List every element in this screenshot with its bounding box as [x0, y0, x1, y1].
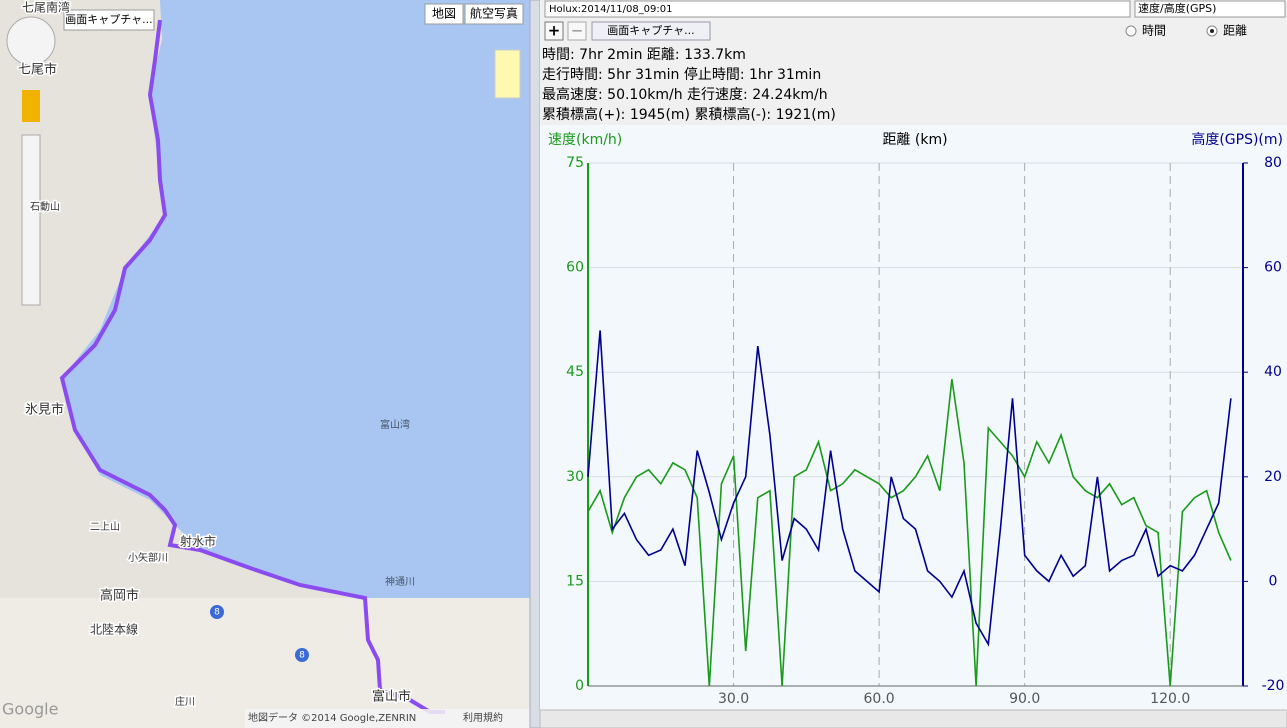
- y2-tick-label: 60: [1264, 260, 1282, 276]
- stat-line: 走行時間: 5hr 31min 停止時間: 1hr 31min: [542, 66, 821, 83]
- y-tick-label: 45: [566, 364, 584, 380]
- map-label: 石動山: [30, 200, 60, 213]
- y-tick-label: 30: [566, 469, 584, 485]
- pan-control[interactable]: [7, 17, 55, 65]
- map-label: 北陸本線: [90, 622, 138, 637]
- scrollbar[interactable]: [540, 710, 1287, 728]
- select-label: 速度/高度(GPS): [1138, 1, 1216, 15]
- stat-line: 最高速度: 50.10km/h 走行速度: 24.24km/h: [542, 86, 828, 103]
- y-tick-label: 75: [566, 155, 584, 171]
- radio-dot: [1210, 29, 1214, 33]
- map-label: 庄川: [175, 695, 195, 708]
- stat-line: 時間: 7hr 2min 距離: 133.7km: [542, 46, 746, 63]
- button-label: −: [571, 22, 584, 40]
- street-icons[interactable]: [495, 50, 520, 98]
- map-label: 富山湾: [380, 418, 410, 431]
- y2-axis-title: 高度(GPS)(m): [1191, 131, 1283, 148]
- x-axis-title: 距離 (km): [882, 131, 947, 148]
- map-label: 神通川: [385, 575, 415, 588]
- map-label: 二上山: [90, 521, 120, 533]
- radio-label: 時間: [1142, 24, 1166, 38]
- radio-time[interactable]: [1126, 26, 1136, 36]
- button-label: +: [548, 22, 561, 40]
- button-label: 航空写真: [470, 6, 518, 21]
- button-label: 地図: [432, 7, 456, 21]
- map-label: 富山市: [372, 689, 411, 705]
- map-label: 七尾市: [18, 62, 57, 78]
- y2-tick-label: 40: [1264, 364, 1282, 380]
- map-plain: [0, 598, 530, 728]
- button-label: 画面キャプチャ...: [65, 13, 152, 26]
- pegman[interactable]: [22, 90, 40, 122]
- radio-label: 距離: [1223, 24, 1247, 38]
- x-tick-label: 120.0: [1150, 691, 1190, 707]
- y2-tick-label: 20: [1264, 469, 1282, 485]
- map-label: 射水市: [180, 534, 216, 549]
- y-tick-label: 0: [575, 678, 584, 694]
- map-label: 8: [214, 608, 220, 618]
- map-label: 高岡市: [100, 588, 139, 604]
- x-tick-label: 90.0: [1009, 691, 1040, 707]
- map-footer: 地図データ ©2014 Google,ZENRIN: [248, 711, 416, 724]
- select-label: Holux:2014/11/08_09:01: [549, 4, 673, 15]
- map-label: 8: [299, 651, 305, 661]
- y2-tick-label: 0: [1269, 573, 1278, 589]
- map-label: 七尾南湾: [22, 0, 70, 15]
- map-label: 氷見市: [25, 402, 64, 418]
- y2-tick-label: -20: [1262, 678, 1285, 694]
- stat-line: 累積標高(+): 1945(m) 累積標高(-): 1921(m): [542, 106, 836, 123]
- y2-tick-label: 80: [1264, 155, 1282, 171]
- map-label: 小矢部川: [128, 551, 168, 564]
- terms-link[interactable]: 利用規約: [463, 711, 503, 724]
- x-tick-label: 30.0: [718, 691, 749, 707]
- google-logo: Google: [2, 700, 58, 719]
- y-tick-label: 15: [566, 573, 584, 589]
- button-label: 画面キャプチャ...: [607, 24, 694, 37]
- y-tick-label: 60: [566, 260, 584, 276]
- splitter[interactable]: [530, 0, 540, 728]
- zoom-control[interactable]: [22, 135, 40, 305]
- x-tick-label: 60.0: [864, 691, 895, 707]
- y-axis-title: 速度(km/h): [548, 132, 622, 148]
